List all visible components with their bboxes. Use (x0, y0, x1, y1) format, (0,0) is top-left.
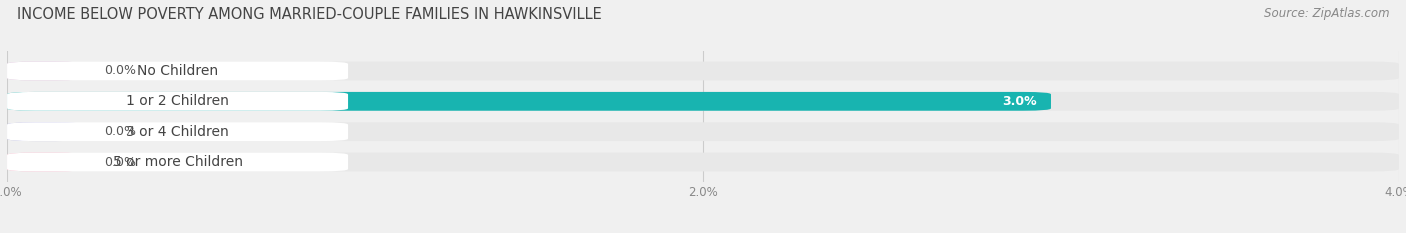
FancyBboxPatch shape (7, 62, 83, 80)
FancyBboxPatch shape (7, 122, 1399, 141)
Text: 1 or 2 Children: 1 or 2 Children (127, 94, 229, 108)
Text: 3 or 4 Children: 3 or 4 Children (127, 125, 229, 139)
FancyBboxPatch shape (7, 62, 1399, 80)
FancyBboxPatch shape (7, 92, 349, 111)
FancyBboxPatch shape (7, 122, 83, 141)
FancyBboxPatch shape (7, 62, 349, 80)
Text: 0.0%: 0.0% (104, 125, 136, 138)
Text: 0.0%: 0.0% (104, 65, 136, 78)
Text: 0.0%: 0.0% (104, 155, 136, 168)
FancyBboxPatch shape (7, 153, 83, 171)
FancyBboxPatch shape (7, 92, 1050, 111)
FancyBboxPatch shape (7, 122, 349, 141)
Text: 3.0%: 3.0% (1002, 95, 1038, 108)
Text: No Children: No Children (136, 64, 218, 78)
FancyBboxPatch shape (7, 153, 1399, 171)
Text: Source: ZipAtlas.com: Source: ZipAtlas.com (1264, 7, 1389, 20)
Text: 5 or more Children: 5 or more Children (112, 155, 243, 169)
Text: INCOME BELOW POVERTY AMONG MARRIED-COUPLE FAMILIES IN HAWKINSVILLE: INCOME BELOW POVERTY AMONG MARRIED-COUPL… (17, 7, 602, 22)
FancyBboxPatch shape (7, 92, 1399, 111)
FancyBboxPatch shape (7, 153, 349, 171)
